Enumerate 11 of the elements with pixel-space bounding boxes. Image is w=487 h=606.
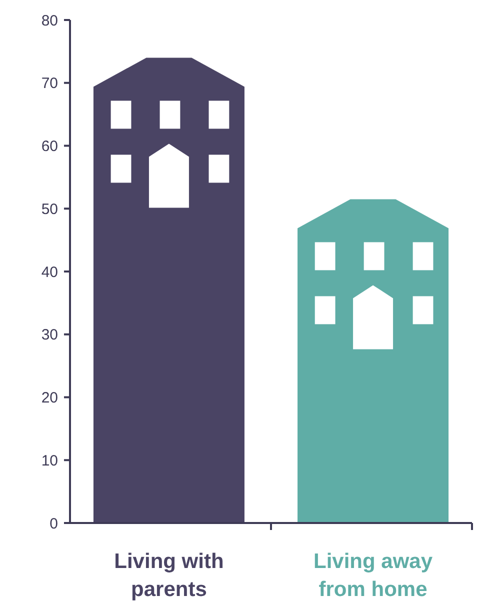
y-tick-label: 30 [41, 326, 58, 344]
x-tick-label: Living with parents [114, 550, 224, 601]
y-tick-label: 40 [41, 264, 58, 281]
y-tick-label: 50 [41, 200, 58, 218]
x-tick-label: Living away from home [314, 550, 433, 601]
y-tick-label: 0 [50, 515, 58, 532]
y-tick-label: 20 [41, 390, 58, 406]
y-tick-label: 80 [41, 12, 58, 30]
y-tick-label: 70 [41, 75, 58, 92]
y-tick-label: 10 [41, 452, 58, 470]
y-tick-label: 60 [41, 138, 58, 155]
